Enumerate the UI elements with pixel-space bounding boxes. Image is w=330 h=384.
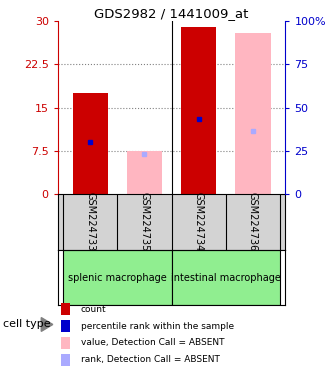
Bar bbox=[235, 33, 271, 194]
Polygon shape bbox=[41, 318, 53, 331]
Bar bbox=[63, 250, 172, 305]
Bar bbox=[181, 27, 216, 194]
Text: GSM224733: GSM224733 bbox=[85, 192, 95, 252]
Text: percentile rank within the sample: percentile rank within the sample bbox=[81, 321, 234, 331]
Text: intestinal macrophage: intestinal macrophage bbox=[171, 273, 281, 283]
Text: count: count bbox=[81, 305, 107, 314]
Bar bbox=[73, 93, 108, 194]
Text: GSM224735: GSM224735 bbox=[140, 192, 149, 252]
Text: value, Detection Call = ABSENT: value, Detection Call = ABSENT bbox=[81, 338, 224, 348]
Text: rank, Detection Call = ABSENT: rank, Detection Call = ABSENT bbox=[81, 355, 220, 364]
Text: cell type: cell type bbox=[3, 319, 51, 329]
Title: GDS2982 / 1441009_at: GDS2982 / 1441009_at bbox=[94, 7, 249, 20]
Text: splenic macrophage: splenic macrophage bbox=[68, 273, 167, 283]
Bar bbox=[127, 151, 162, 194]
Bar bbox=[172, 250, 280, 305]
Text: GSM224736: GSM224736 bbox=[248, 192, 258, 252]
Text: GSM224734: GSM224734 bbox=[194, 192, 204, 252]
